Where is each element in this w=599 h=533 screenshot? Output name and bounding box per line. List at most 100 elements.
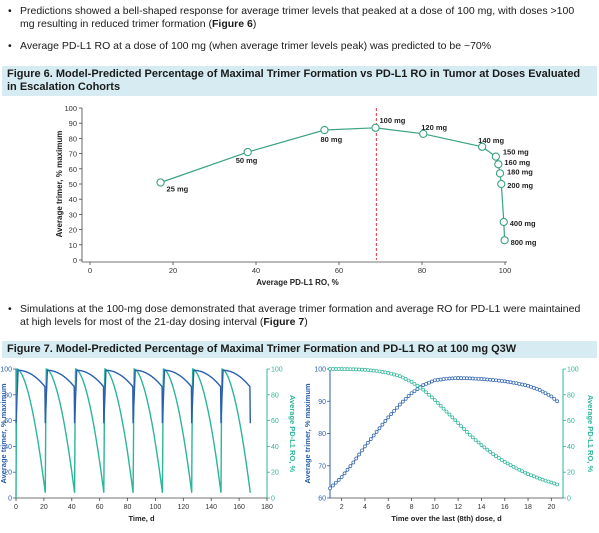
x-tick-label: 100: [499, 266, 512, 275]
trimer-point: [395, 405, 399, 410]
data-point: [419, 129, 428, 138]
x-axis-label: Time over the last (8th) dose, d: [391, 514, 502, 523]
trimer-point: [363, 444, 367, 449]
ro-point: [386, 371, 391, 375]
y-right-axis-label: Average PD-L1 RO, %: [586, 395, 595, 473]
ro-point: [502, 460, 507, 464]
data-point: [500, 236, 509, 245]
trimer-point: [328, 486, 332, 491]
trimer-point: [444, 376, 449, 381]
y-tick-label: 100: [0, 367, 12, 374]
dose-label: 100 mg: [380, 116, 406, 125]
trimer-point: [409, 391, 414, 396]
ro-point: [403, 377, 408, 381]
trimer-point: [412, 389, 417, 394]
trimer-point: [465, 376, 469, 381]
ro-point: [333, 367, 338, 371]
x-axis-label: Average PD-L1 RO, %: [256, 278, 338, 287]
ro-point: [462, 427, 466, 431]
ro-point: [374, 369, 379, 373]
x-tick-label: 16: [501, 504, 509, 511]
ro-point: [383, 370, 388, 375]
trimer-point: [377, 426, 382, 431]
trimer-point: [398, 402, 402, 407]
ro-point: [421, 387, 426, 392]
x-tick-label: 40: [68, 504, 76, 511]
bullet-dot: •: [8, 5, 12, 17]
trimer-point: [447, 376, 452, 381]
x-tick-label: 60: [335, 266, 343, 275]
dose-label: 200 mg: [507, 181, 533, 190]
y-tick-label: 70: [69, 150, 77, 159]
ro-point: [441, 406, 446, 411]
trimer-point: [368, 437, 373, 441]
ro-point: [418, 385, 423, 390]
trimer-point: [459, 376, 463, 380]
trimer-point: [485, 377, 490, 382]
x-tick-label: 80: [418, 266, 426, 275]
ro-point: [488, 450, 493, 454]
ro-point: [552, 481, 557, 486]
figure-7-last-dose-chart: 60 70 80 90 100 0 20 40 60 80 100 2 4 6 8 10 12 14 16 18 20 T…: [303, 367, 595, 524]
bullet-text: Average PD-L1 RO at a dose of 100 mg (wh…: [20, 40, 492, 52]
figure-6-title: Figure 6. Model-Predicted Percentage of …: [2, 66, 597, 96]
trimer-point: [526, 383, 530, 388]
data-point: [478, 142, 487, 151]
y-right-tick-label: 40: [271, 444, 279, 451]
trimer-point: [383, 419, 388, 423]
dose-label: 120 mg: [421, 123, 447, 132]
ro-point: [444, 409, 449, 414]
y-right-tick-label: 60: [271, 418, 279, 425]
ro-point: [476, 440, 481, 445]
x-tick-label: 10: [431, 504, 439, 511]
y-right-tick-label: 20: [271, 470, 279, 477]
ro-point: [406, 378, 411, 383]
x-tick-label: 120: [177, 504, 189, 511]
x-tick-label: 160: [233, 504, 245, 511]
trimer-point: [389, 412, 394, 417]
x-tick-label: 60: [96, 504, 104, 511]
ro-point: [433, 398, 437, 402]
ro-point: [371, 368, 376, 373]
trimer-point: [351, 460, 356, 465]
x-tick-label: 2: [340, 504, 344, 511]
x-tick-label: 20: [40, 504, 48, 511]
ro-point: [360, 367, 364, 372]
ro-point: [505, 461, 510, 466]
y-right-tick-label: 80: [567, 392, 575, 399]
figure-ref: Figure 7: [263, 316, 305, 328]
y-right-tick-label: 20: [567, 470, 575, 477]
ro-point: [366, 368, 370, 372]
y-right-tick-label: 80: [271, 392, 279, 399]
trimer-point: [502, 379, 507, 384]
ro-point: [534, 475, 539, 480]
x-tick-label: 0: [88, 266, 92, 275]
ro-point: [351, 367, 356, 372]
ro-point: [473, 438, 478, 442]
ro-point: [336, 367, 341, 371]
ro-point: [345, 367, 350, 371]
trimer-point: [479, 377, 484, 381]
ro-point: [453, 418, 458, 423]
ro-point: [470, 435, 475, 440]
y-axis-label: Average trimer, % maximum: [0, 383, 8, 484]
figure-7-title: Figure 7. Model-Predicted Percentage of …: [2, 341, 597, 358]
trimer-series-line: [15, 369, 251, 424]
trimer-point: [333, 480, 338, 485]
data-point: [497, 179, 506, 189]
x-tick-label: 0: [14, 504, 18, 511]
ro-point: [398, 374, 402, 378]
data-point: [494, 160, 503, 169]
trimer-point: [543, 391, 548, 396]
x-tick-label: 80: [124, 504, 132, 511]
bullet-dot: •: [8, 303, 12, 315]
ro-point: [555, 482, 560, 487]
ro-point: [357, 367, 361, 372]
data-point: [491, 152, 501, 161]
trimer-point: [555, 399, 560, 404]
trimer-point: [430, 379, 434, 384]
trimer-point: [494, 378, 498, 383]
ro-point: [511, 464, 516, 469]
trimer-point: [473, 376, 478, 381]
ro-point: [499, 458, 504, 462]
